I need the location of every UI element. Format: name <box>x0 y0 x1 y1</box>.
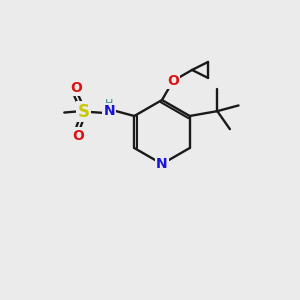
Text: H: H <box>105 99 113 109</box>
Text: O: O <box>167 74 179 88</box>
Text: O: O <box>72 128 84 142</box>
Text: N: N <box>156 157 168 171</box>
Text: S: S <box>77 103 89 121</box>
Text: N: N <box>103 104 115 118</box>
Text: O: O <box>70 80 82 94</box>
